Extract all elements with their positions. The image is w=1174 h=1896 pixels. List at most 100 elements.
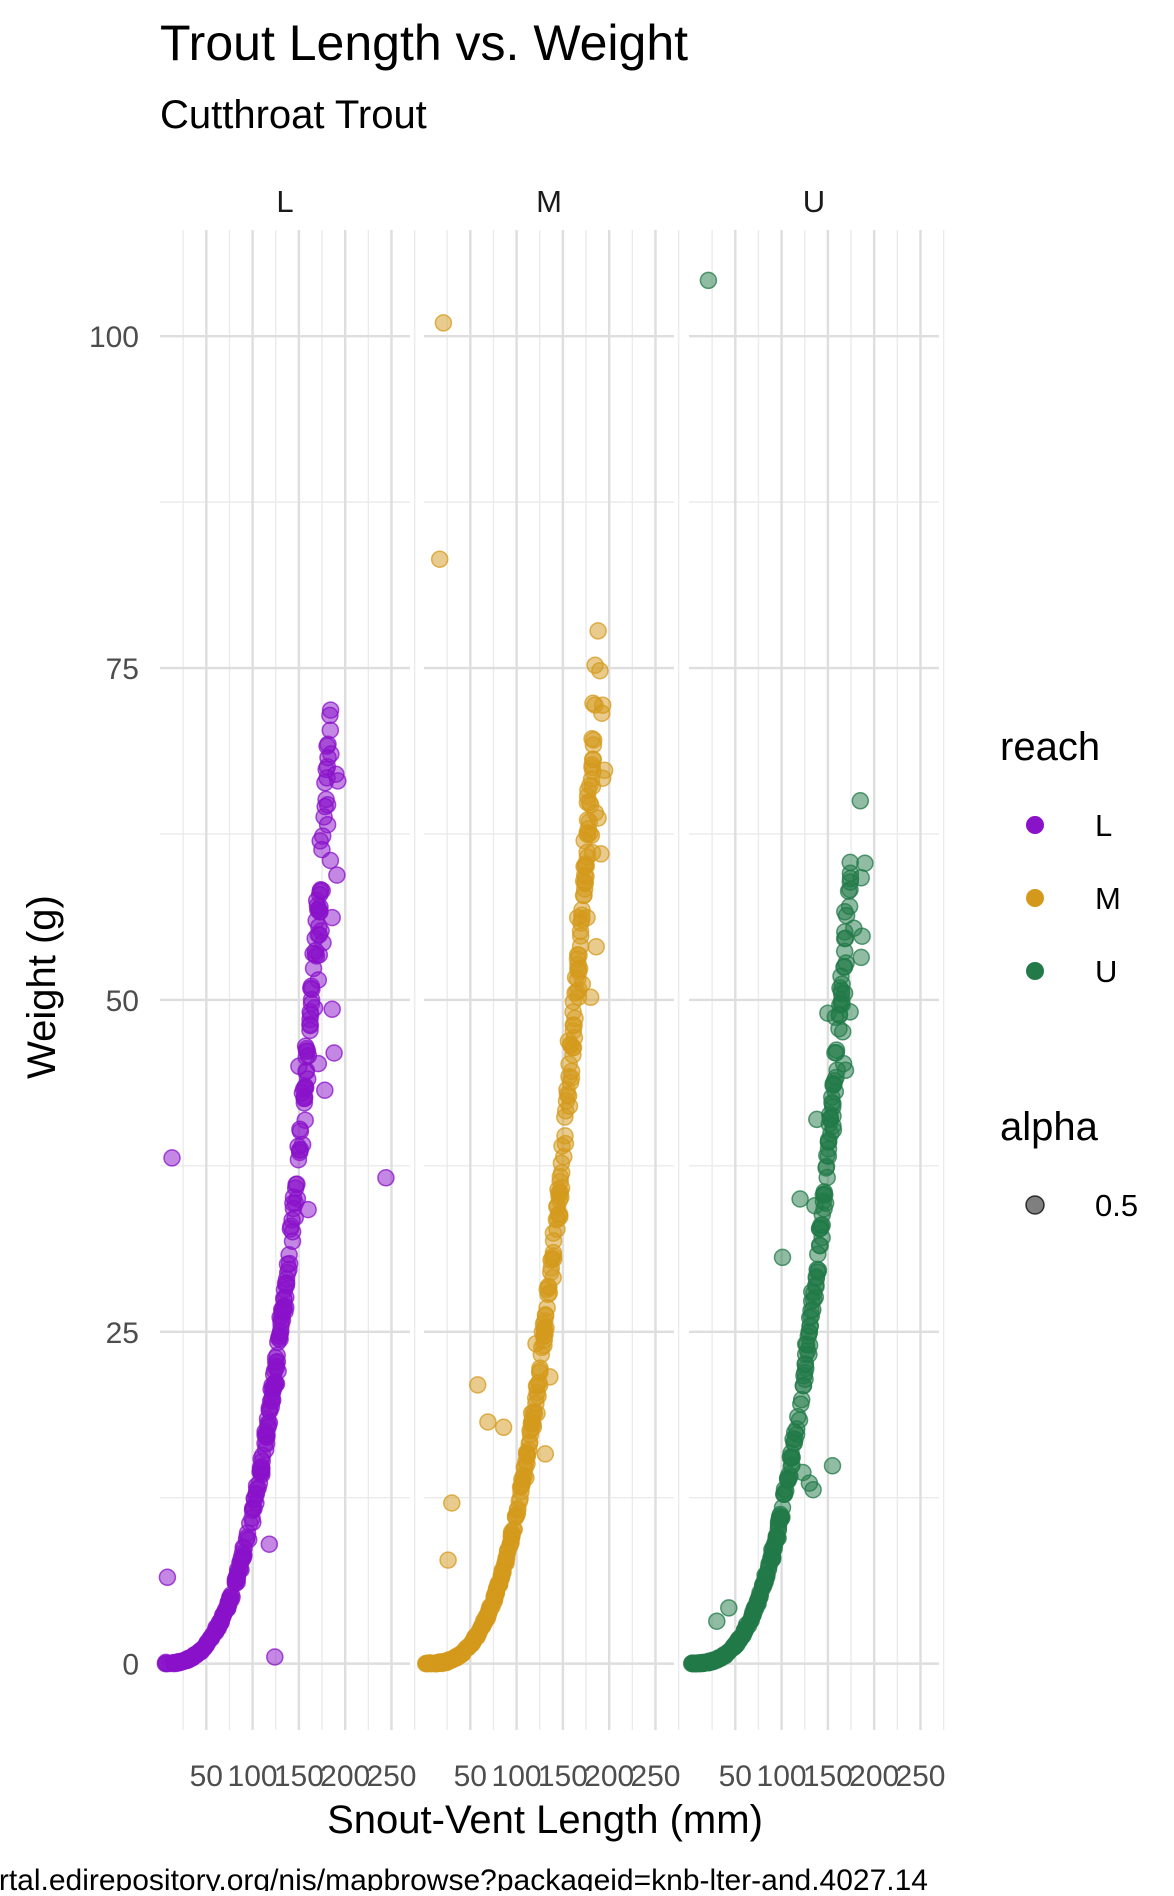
data-point [257,1434,276,1453]
data-point [432,1653,450,1672]
y-tick-label: 0 [122,1649,139,1682]
data-point [321,721,340,739]
facet-panel-m: M [416,184,680,1730]
data-point [823,1457,842,1475]
legend-alpha-items: 0.5 [1025,1188,1138,1223]
data-points-u [682,271,874,1673]
data-point [790,1411,809,1429]
data-point [791,1190,809,1208]
legend-title-reach: reach [1000,725,1100,769]
data-point [851,792,870,810]
data-point [555,1148,573,1166]
data-point [559,1032,578,1050]
data-point [377,1169,395,1187]
x-tick-label: 150 [274,1760,324,1793]
data-point [253,1452,271,1471]
grid-lines [160,230,416,1730]
data-point [527,1334,545,1353]
data-point [708,1612,726,1630]
data-point [774,1485,793,1504]
data-point [321,701,340,719]
data-point [778,1469,797,1487]
data-points-m [416,314,614,1673]
data-point [810,1236,829,1255]
data-point [311,882,329,900]
data-point [835,958,853,977]
data-point [765,1535,784,1554]
data-point [286,1208,304,1227]
data-point [836,1061,855,1080]
data-point [318,737,336,755]
data-point [249,1479,267,1497]
data-point [542,1251,560,1269]
legend-marker-alpha [1025,1195,1045,1215]
legend-marker-u [1026,962,1044,980]
data-point [573,975,592,993]
x-tick-label: 50 [719,1760,752,1793]
data-point [833,1023,852,1041]
x-tick-label: 250 [630,1760,680,1793]
facet-strip-label-u: U [803,184,825,219]
data-point [544,1232,563,1250]
data-point [310,946,329,964]
data-point [277,1274,296,1293]
data-point [841,880,859,899]
data-point [323,1000,341,1018]
data-point [299,1200,317,1219]
legend-color-items: L M U [1026,808,1121,989]
data-point [587,938,605,956]
x-tick-label: 100 [228,1760,278,1793]
grid-lines [424,230,680,1730]
data-point [329,772,347,790]
data-point [800,1345,818,1364]
y-tick-label: 100 [89,321,139,354]
data-point [510,1492,529,1511]
data-point [287,1175,305,1194]
data-point [163,1149,181,1167]
data-point [770,1510,789,1528]
y-axis-label: Weight (g) [20,895,64,1079]
data-point [296,1077,315,1096]
x-tick-label: 200 [849,1760,899,1793]
x-tick-label: 250 [895,1760,945,1793]
data-point [468,1376,487,1394]
data-point [308,896,327,915]
data-point [296,1111,314,1129]
y-tick-label: 50 [106,985,139,1018]
legend-marker-l [1026,816,1044,834]
data-point [503,1525,521,1543]
legend: reach L M U alpha 0.5 [1000,725,1138,1223]
data-point [784,1430,802,1448]
data-point [243,1509,261,1527]
data-point [783,1448,801,1467]
data-point [560,1097,579,1115]
data-point [756,1566,774,1584]
data-point [494,1418,513,1437]
data-point [487,1581,506,1599]
x-tick-label: 100 [492,1760,542,1793]
data-point [806,1196,824,1215]
data-point [841,1003,859,1021]
x-tick-label: 150 [538,1760,588,1793]
data-point [826,1008,845,1026]
data-point [819,1147,838,1166]
data-point [434,314,453,332]
data-point [818,1168,836,1187]
data-point [318,815,337,834]
data-point [699,271,718,290]
data-point [589,809,607,827]
y-axis-tick-labels: 0 25 50 75 100 [89,321,139,1681]
x-tick-label: 200 [584,1760,634,1793]
data-point [231,1558,249,1577]
data-point [552,1179,571,1197]
legend-label-m: M [1095,881,1121,916]
data-point [328,866,346,884]
data-point [807,1267,826,1286]
data-point [808,1110,826,1129]
data-point [260,1401,279,1420]
grid-lines [689,230,945,1730]
data-point [283,1232,302,1251]
data-point [525,1404,544,1423]
